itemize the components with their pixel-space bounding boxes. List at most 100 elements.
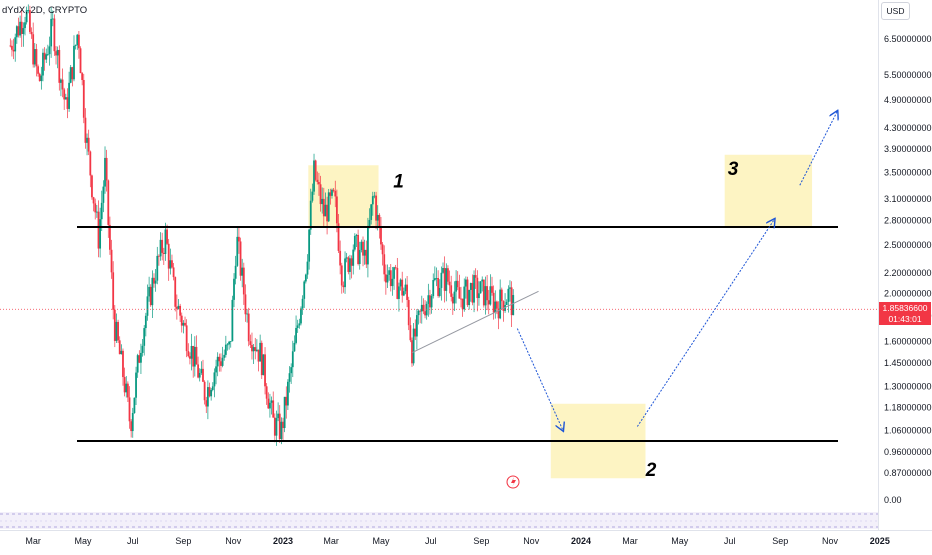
time-tick-label: 2024 (571, 536, 591, 546)
candle-body (411, 340, 413, 364)
candle-body (466, 279, 469, 306)
candle-body (290, 367, 293, 374)
candle-body (335, 196, 338, 224)
candle-body (42, 52, 44, 76)
price-axis: 6.50000000 5.50000000 4.90000000 4.30000000… (884, 34, 932, 505)
indicator-pane (0, 512, 878, 529)
time-tick-label: May (372, 536, 390, 546)
candle-body (339, 250, 342, 266)
candle-body (353, 235, 356, 250)
price-tick-label: 4.30000000 (884, 123, 932, 133)
candle-body (255, 349, 258, 351)
candle-body (371, 196, 374, 205)
candle-body (458, 287, 461, 299)
candle-body (278, 413, 281, 440)
candle-body (156, 255, 159, 281)
candle-body (507, 288, 510, 302)
candle-body (473, 275, 475, 303)
currency-button[interactable]: USD (881, 2, 910, 20)
candle-body (174, 277, 177, 307)
time-tick-label: Jul (724, 536, 736, 546)
candle-body (30, 31, 33, 35)
candle-body (159, 239, 162, 257)
candle-body (102, 186, 105, 203)
candle-body (388, 270, 391, 275)
candle-body (77, 34, 80, 49)
candle-body (481, 279, 484, 282)
candle-body (415, 315, 418, 337)
candle-body (94, 203, 97, 213)
candle-body (125, 383, 128, 393)
candle-body (286, 381, 289, 406)
candle-body (143, 328, 146, 346)
candle-body (337, 223, 340, 251)
candle-body (404, 284, 407, 292)
candle-body (259, 342, 262, 362)
candle-body (329, 192, 332, 196)
candle-body (193, 346, 196, 367)
candle-body (11, 45, 13, 50)
time-tick-label: May (74, 536, 92, 546)
price-tick-label: 2.00000000 (884, 288, 932, 298)
candle-body (300, 308, 302, 324)
price-tick-label: 3.50000000 (884, 168, 932, 178)
candle-body (417, 310, 420, 316)
candle-body (272, 400, 275, 418)
candle-body (161, 239, 164, 253)
candle-body (304, 274, 307, 282)
candle-body (71, 67, 74, 80)
candle-body (350, 258, 353, 266)
time-tick-label: Mar (25, 536, 41, 546)
candle-body (210, 389, 213, 397)
candle-body (296, 325, 299, 328)
price-tick-label: 3.90000000 (884, 144, 932, 154)
candle-body (154, 280, 157, 284)
candle-body (435, 278, 438, 279)
candle-body (84, 117, 87, 143)
candle-body (56, 49, 59, 56)
candle-body (344, 258, 346, 288)
candle-body (451, 296, 454, 304)
last-price-tag: 1.85836600 01:43:01 (879, 302, 931, 325)
candle-body (306, 261, 309, 275)
candle-body (399, 279, 402, 287)
candle-body (25, 10, 28, 23)
candle-body (491, 286, 493, 293)
symbol-label: dYdX, 2D, CRYPTO (2, 5, 87, 16)
candle-body (29, 10, 31, 32)
candle-body (246, 313, 248, 315)
candle-body (197, 364, 199, 378)
candle-body (112, 272, 115, 310)
candle-body (512, 295, 515, 316)
zone-label-2: 2 (645, 460, 657, 481)
candle-body (130, 421, 133, 432)
candle-body (265, 386, 268, 399)
candle-body (358, 249, 361, 265)
candle-body (482, 279, 485, 306)
candle-body (123, 377, 126, 393)
candle-body (474, 275, 477, 278)
candle-body (133, 397, 136, 414)
candle-body (74, 45, 77, 47)
candle-body (352, 249, 355, 266)
candle-body (17, 26, 20, 36)
candle-body (252, 347, 255, 352)
candle-body (115, 321, 118, 341)
candle-body (321, 198, 324, 205)
candle-body (206, 387, 209, 407)
candle-body (445, 268, 448, 291)
candle-body (311, 191, 314, 201)
candle-body (440, 272, 443, 288)
candle-body (205, 400, 208, 407)
candle-body (460, 298, 462, 300)
candle-body (291, 351, 294, 368)
candle-body (9, 45, 12, 47)
candle-body (43, 52, 46, 60)
time-tick-label: Mar (323, 536, 339, 546)
candle-body (148, 286, 151, 297)
candle-body (380, 227, 382, 245)
candle-body (443, 267, 446, 291)
candle-body (128, 397, 131, 422)
candle-body (384, 274, 387, 283)
